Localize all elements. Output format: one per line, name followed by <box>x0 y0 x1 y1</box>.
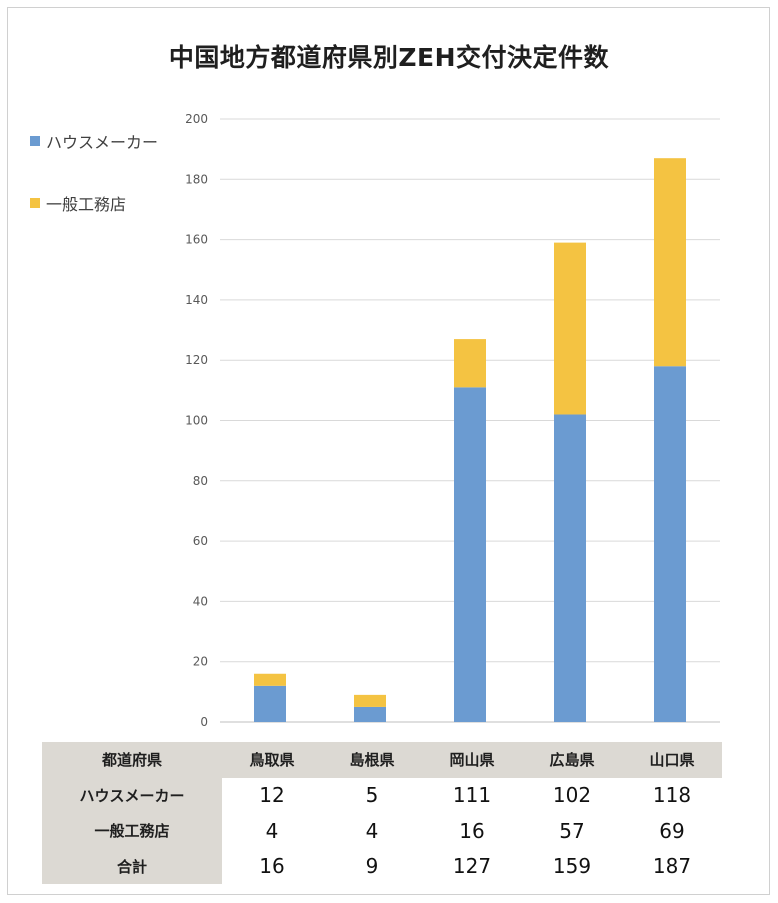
table-cell: 102 <box>522 777 622 813</box>
table-cell: 127 <box>422 848 522 884</box>
table-cell: 57 <box>522 813 622 849</box>
table-header-label: 都道府県 <box>42 742 222 778</box>
table-header-category: 山口県 <box>622 742 722 778</box>
bar-house-maker <box>254 685 286 722</box>
y-tick-label: 80 <box>193 474 208 488</box>
bar-chart: 0 20 40 60 80 100 120 140 160 180 200 <box>185 112 720 729</box>
y-tick-label: 0 <box>200 715 208 729</box>
table-cell: 4 <box>322 813 422 849</box>
y-tick-label: 200 <box>185 112 208 126</box>
y-tick-label: 60 <box>193 534 208 548</box>
table-cell: 12 <box>222 777 322 813</box>
table-row-label: 一般工務店 <box>42 813 222 849</box>
bar-house-maker <box>554 414 586 722</box>
y-tick-label: 160 <box>185 233 208 247</box>
table-cell: 5 <box>322 777 422 813</box>
table-row-label: 合計 <box>42 848 222 884</box>
table-cell: 118 <box>622 777 722 813</box>
table-row: 一般工務店 4 4 16 57 69 <box>42 813 722 849</box>
table-cell: 69 <box>622 813 722 849</box>
table-header-category: 岡山県 <box>422 742 522 778</box>
y-tick-label: 20 <box>193 655 208 669</box>
y-tick-label: 180 <box>185 172 208 186</box>
legend-item-general-contractor: 一般工務店 <box>30 191 126 215</box>
legend-swatch-general-contractor <box>30 198 40 208</box>
table-cell: 16 <box>422 813 522 849</box>
table-row: ハウスメーカー 12 5 111 102 118 <box>42 777 722 813</box>
legend-swatch-house-maker <box>30 136 40 146</box>
table-cell: 9 <box>322 848 422 884</box>
chart-frame <box>7 7 770 895</box>
table-header-category: 島根県 <box>322 742 422 778</box>
y-tick-label: 120 <box>185 353 208 367</box>
y-tick-label: 40 <box>193 594 208 608</box>
table-header-category: 広島県 <box>522 742 622 778</box>
bar-general-contractor <box>254 673 286 686</box>
legend-label-house-maker: ハウスメーカー <box>46 133 159 152</box>
table-cell: 4 <box>222 813 322 849</box>
table-cell: 187 <box>622 848 722 884</box>
y-tick-label: 100 <box>185 414 208 428</box>
chart-title: 中国地方都道府県別ZEH交付決定件数 <box>168 43 610 72</box>
legend-label-general-contractor: 一般工務店 <box>46 195 127 214</box>
data-table: 都道府県 鳥取県 島根県 岡山県 広島県 山口県 ハウスメーカー 12 5 11… <box>42 742 722 884</box>
table-cell: 16 <box>222 848 322 884</box>
bar-house-maker <box>454 387 486 722</box>
y-tick-label: 140 <box>185 293 208 307</box>
table-header-row: 都道府県 鳥取県 島根県 岡山県 広島県 山口県 <box>42 742 722 778</box>
bar-house-maker <box>354 706 386 722</box>
bar-general-contractor <box>454 339 486 388</box>
table-row: 合計 16 9 127 159 187 <box>42 848 722 884</box>
legend-item-house-maker: ハウスメーカー <box>30 129 158 153</box>
table-row-label: ハウスメーカー <box>42 777 222 813</box>
table-cell: 159 <box>522 848 622 884</box>
table-cell: 111 <box>422 777 522 813</box>
bar-general-contractor <box>354 694 386 707</box>
bar-house-maker <box>654 366 686 722</box>
bar-general-contractor <box>554 242 586 415</box>
bar-general-contractor <box>654 158 686 367</box>
table-header-category: 鳥取県 <box>222 742 322 778</box>
